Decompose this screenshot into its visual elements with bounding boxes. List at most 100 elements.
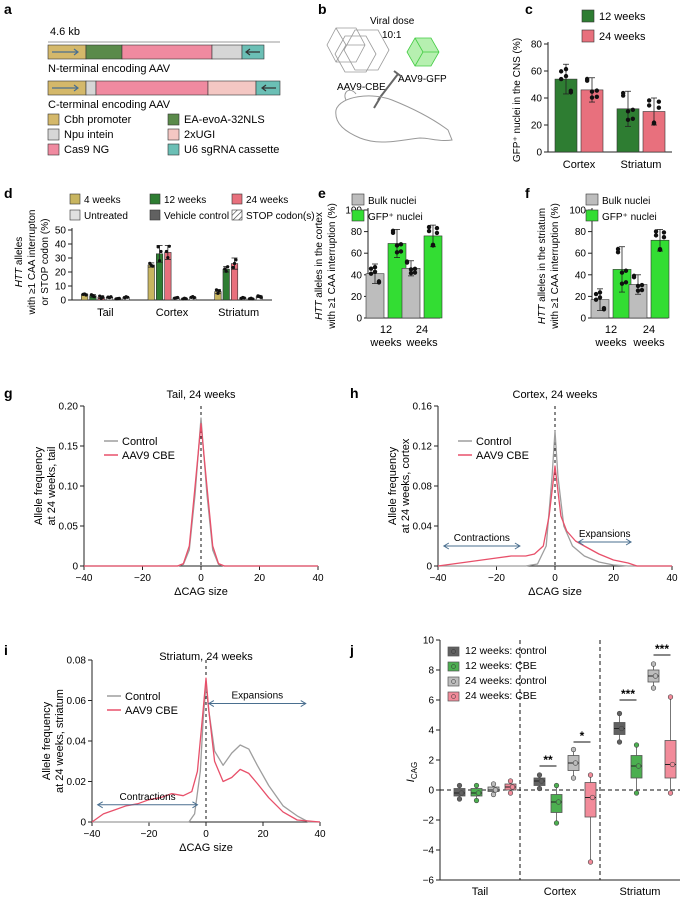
- data-point: [597, 290, 603, 295]
- panel-b: b Viral dose 10:1 AAV9-CBE AAV9-GFP: [318, 1, 453, 143]
- box-point: [587, 772, 594, 778]
- panel-label: d: [4, 185, 13, 201]
- box-point: [570, 746, 577, 753]
- chart-title: Cortex, 24 weeks: [513, 389, 598, 401]
- data-point: [224, 269, 228, 273]
- category-label: 24: [643, 324, 655, 336]
- y-axis-label-rest: alleles: [14, 237, 25, 268]
- box-point: [555, 799, 562, 805]
- legend-label: GFP⁺ nuclei: [602, 212, 657, 223]
- data-point: [184, 297, 188, 301]
- mouse-brain-icon: [335, 95, 453, 143]
- legend-label-3: 2xUGI: [184, 129, 215, 141]
- data-point: [259, 295, 263, 299]
- data-point: [372, 269, 378, 274]
- data-point: [558, 76, 564, 82]
- data-point: [653, 233, 659, 238]
- data-point: [167, 244, 171, 248]
- data-point: [394, 243, 400, 248]
- y-tick-label: 0: [428, 786, 434, 797]
- box-point: [633, 742, 640, 748]
- legend-swatch: [231, 209, 243, 221]
- box-point: [475, 790, 482, 796]
- box-point: [473, 797, 480, 804]
- legend-label: AAV9 CBE: [122, 450, 175, 462]
- data-point: [214, 288, 219, 292]
- x-axis-label: ΔCAG size: [179, 842, 233, 854]
- data-point: [192, 296, 196, 300]
- y-tick-label: 0: [426, 562, 432, 573]
- y-axis-label-italic: HTT: [314, 300, 325, 320]
- y-axis-label-2: at 24 weeks, cortex: [400, 438, 412, 533]
- legend-label: GFP⁺ nuclei: [368, 212, 423, 223]
- box-point: [616, 710, 623, 717]
- data-point: [615, 250, 621, 255]
- y-axis-label-line1: HTT alleles in the striatum: [537, 208, 548, 324]
- data-point: [619, 281, 625, 286]
- contractions-label: Contractions: [454, 533, 510, 544]
- data-point: [434, 225, 440, 231]
- x-tick-label: −20: [134, 573, 151, 584]
- data-point: [390, 228, 396, 234]
- y-axis-label: Allele frequency: [33, 446, 45, 525]
- x-tick-label: 40: [314, 829, 326, 840]
- aav9-cbe-label: AAV9-CBE: [337, 82, 386, 93]
- box-point: [536, 772, 543, 778]
- box-point: [456, 796, 463, 802]
- data-point: [597, 295, 603, 300]
- legend-label: AAV9 CBE: [476, 450, 529, 462]
- panel-label: i: [4, 642, 8, 658]
- legend-label: 24 weeks: [599, 31, 646, 43]
- aav-cbe-capsid-icon: [326, 27, 390, 73]
- legend-label: Vehicle control: [164, 211, 229, 222]
- x-tick-label: 0: [198, 573, 204, 584]
- y-tick-label: 0.04: [413, 522, 433, 533]
- box-point: [553, 782, 560, 789]
- y-tick-label: 40: [575, 270, 587, 281]
- significance-label: *: [580, 729, 585, 743]
- data-point: [250, 297, 255, 301]
- legend-label: Untreated: [84, 211, 128, 222]
- legend-swatch: [149, 193, 161, 205]
- series-line-control: [438, 430, 672, 567]
- y-axis-label-line2: with ≥1 CAA interruption (%): [327, 203, 338, 330]
- y-axis-label: GFP⁺ nuclei in the CNS (%): [512, 38, 523, 162]
- expansions-arrow-head-right: [625, 538, 633, 546]
- legend-label: Bulk nuclei: [368, 196, 416, 207]
- n-terminal-construct: [47, 44, 265, 60]
- y-tick-label: 4: [428, 726, 434, 737]
- y-tick-label: 100: [569, 206, 586, 217]
- legend-label: Control: [476, 436, 511, 448]
- y-tick-label: 0.05: [59, 522, 79, 533]
- y-tick-label: 10: [55, 282, 67, 293]
- y-tick-label: 20: [351, 292, 363, 303]
- data-point: [656, 99, 662, 104]
- data-point: [434, 230, 440, 236]
- data-point: [175, 295, 180, 300]
- y-axis-label-italic: HTT: [537, 304, 548, 324]
- y-axis-label-rest: alleles in the cortex: [314, 212, 325, 300]
- legend-dot: [451, 649, 456, 654]
- data-point: [594, 88, 600, 93]
- c-cas9-segment: [95, 80, 209, 96]
- data-point: [631, 273, 637, 278]
- box-point: [587, 859, 594, 865]
- y-tick-label: 0: [80, 818, 86, 829]
- data-point: [653, 229, 659, 234]
- panel-g-chart: g Tail, 24 weeks 0 0.05 0.10 0.15 0.20 −40 −20 0 2…: [4, 385, 324, 598]
- box-point: [650, 661, 657, 667]
- data-point: [593, 297, 599, 302]
- data-point: [623, 268, 629, 273]
- legend-label-0: Cbh promoter: [64, 114, 132, 126]
- category-label: Tail: [472, 886, 489, 898]
- bar-gfp-nuclei: [423, 235, 443, 319]
- category-label: 24: [416, 324, 428, 336]
- legend-swatch-3: [167, 128, 180, 141]
- legend-swatch: [351, 209, 365, 222]
- box-point: [650, 685, 657, 691]
- y-tick-label: 50: [55, 226, 67, 237]
- legend-swatch: [69, 193, 81, 205]
- legend-label: STOP codon(s): [246, 211, 315, 222]
- y-axis-label-2: at 24 weeks, tail: [46, 447, 58, 526]
- data-point: [426, 224, 432, 230]
